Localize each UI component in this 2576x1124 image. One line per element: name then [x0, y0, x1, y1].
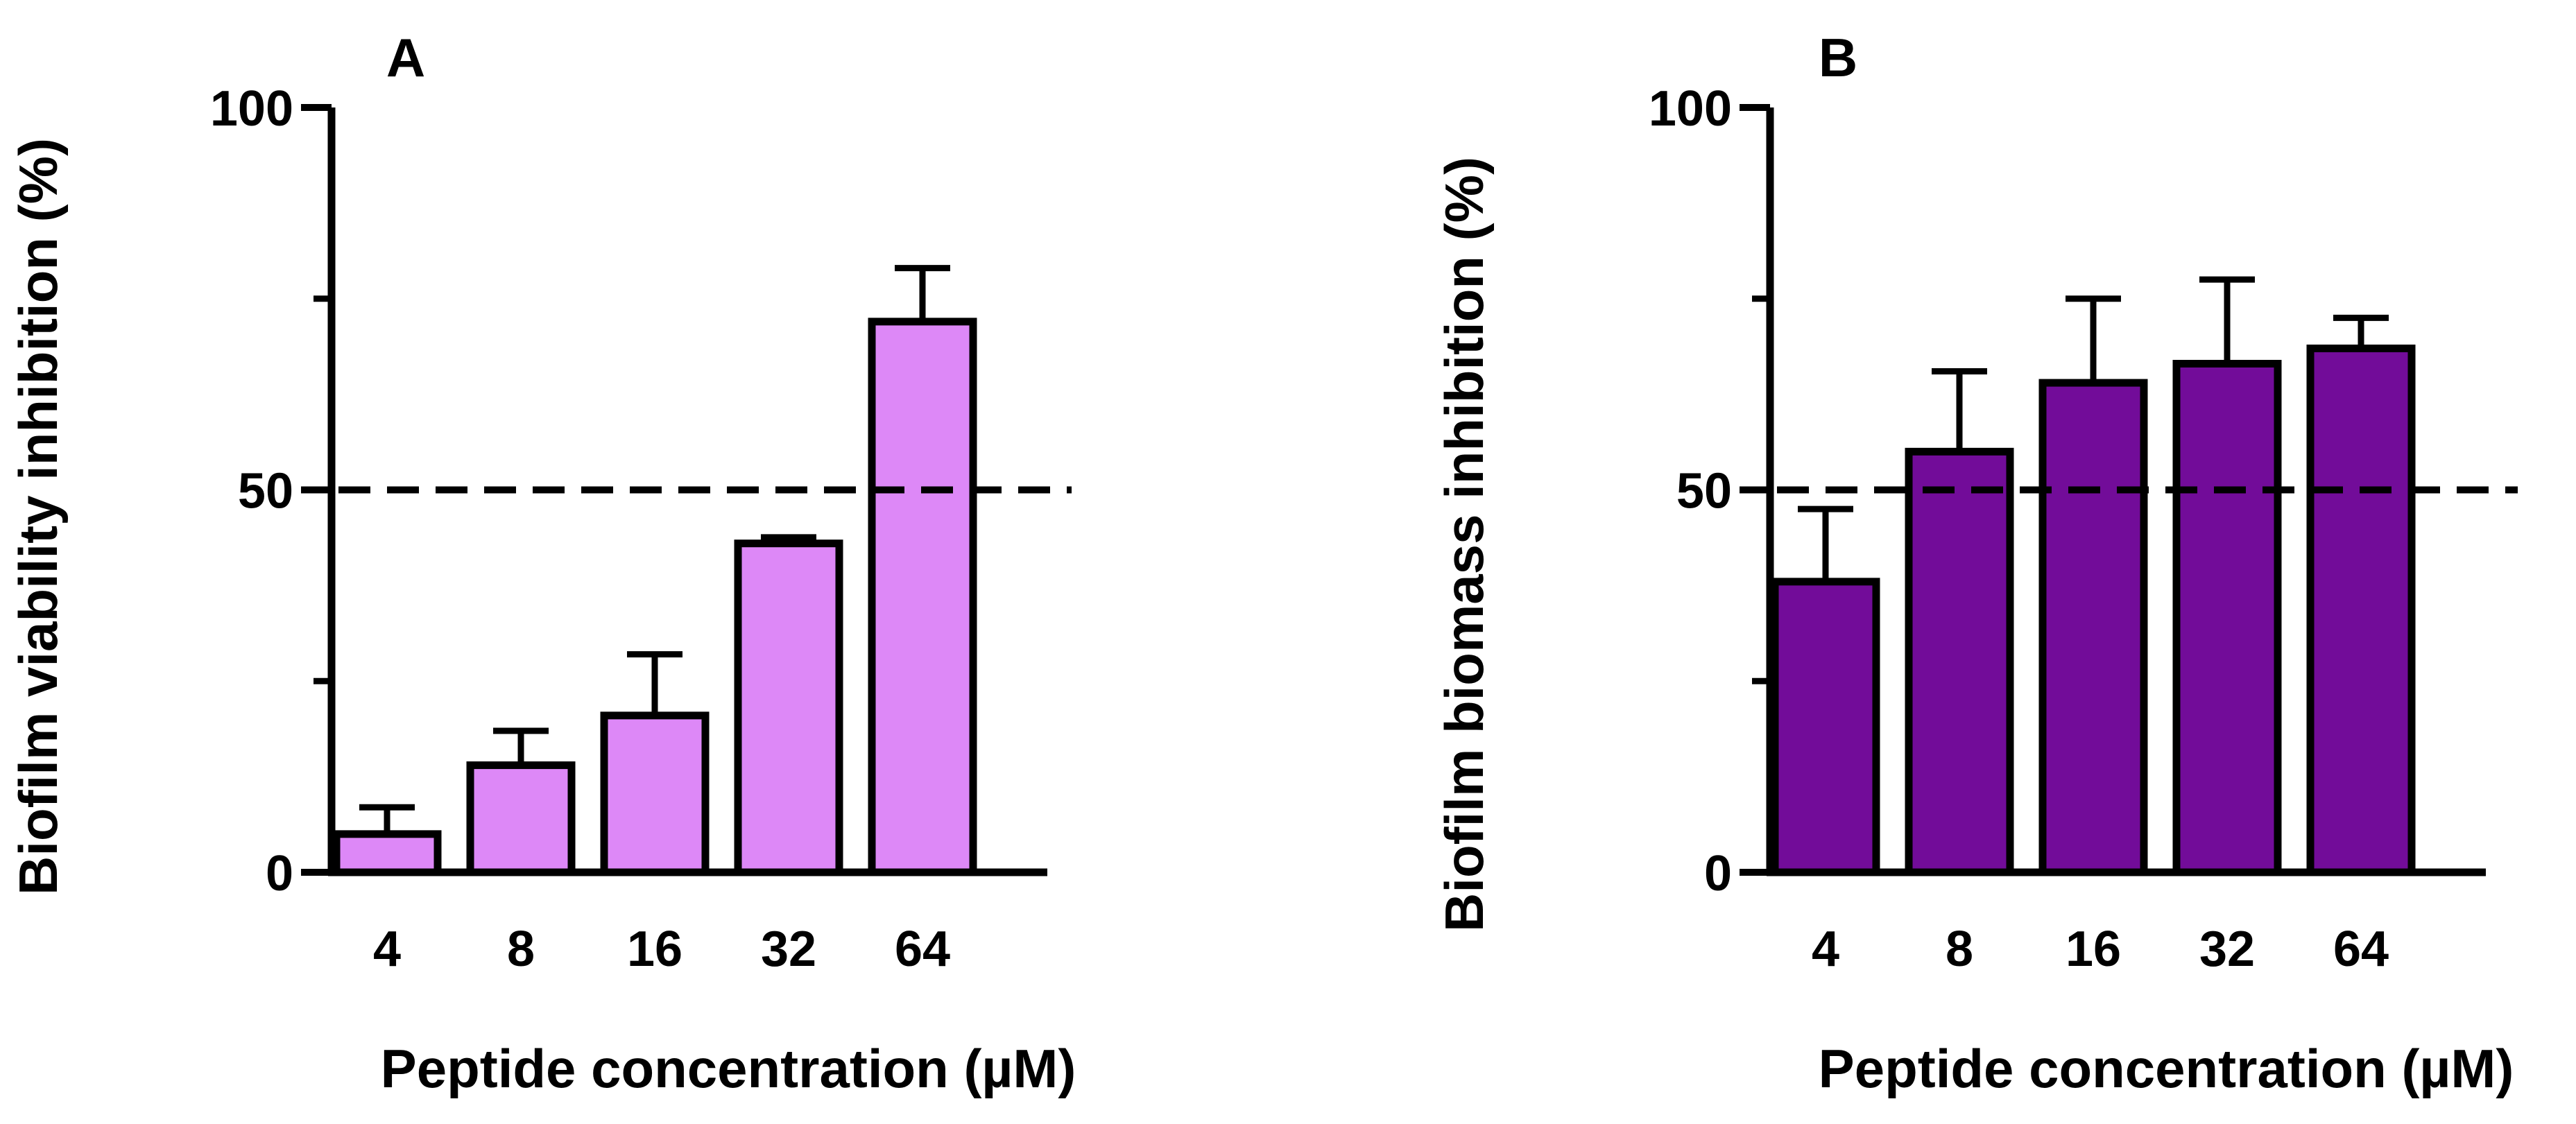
bar-64 [868, 318, 977, 876]
y-axis-title: Biofilm viability inhibition (%) [8, 138, 69, 895]
panel-a: A 0 50 100 4 8 16 32 64 Biofilm viability inhibit… [8, 27, 1076, 1099]
x-tick-label: 32 [761, 922, 816, 977]
x-axis-title: Peptide concentration (µM) [381, 1038, 1076, 1099]
x-tick-label: 16 [627, 922, 682, 977]
bar-4 [332, 830, 442, 876]
panel-label: B [1819, 27, 1857, 88]
panel-label: A [386, 27, 425, 88]
bar-64 [2306, 344, 2416, 876]
x-tick-label: 8 [1946, 922, 1973, 977]
bar-4 [1771, 578, 1880, 876]
y-tick-label: 100 [1649, 81, 1732, 137]
x-tick-label: 64 [2333, 922, 2389, 977]
bar-16 [600, 711, 710, 876]
x-axis-title: Peptide concentration (µM) [1819, 1038, 2514, 1099]
y-tick-label: 50 [1676, 464, 1732, 519]
y-tick-label: 50 [238, 464, 293, 519]
x-tick-label: 4 [373, 922, 401, 977]
bar-32 [734, 539, 843, 876]
y-tick-label: 100 [210, 81, 293, 137]
x-tick-label: 4 [1812, 922, 1839, 977]
y-axis-title: Biofilm biomass inhibition (%) [1434, 157, 1495, 932]
y-tick-label: 0 [266, 846, 293, 901]
bar-16 [2038, 379, 2148, 876]
bar-8 [1905, 447, 2014, 876]
x-tick-label: 16 [2066, 922, 2121, 977]
x-tick-label: 32 [2199, 922, 2255, 977]
y-tick-label: 0 [1704, 846, 1732, 901]
x-tick-label: 8 [507, 922, 535, 977]
x-tick-label: 64 [895, 922, 950, 977]
bar-32 [2172, 360, 2282, 876]
panel-b: B 0 50 100 4 8 16 32 64 Biofilm biomass inhibitio… [1434, 27, 2518, 1099]
bar-8 [466, 761, 576, 876]
